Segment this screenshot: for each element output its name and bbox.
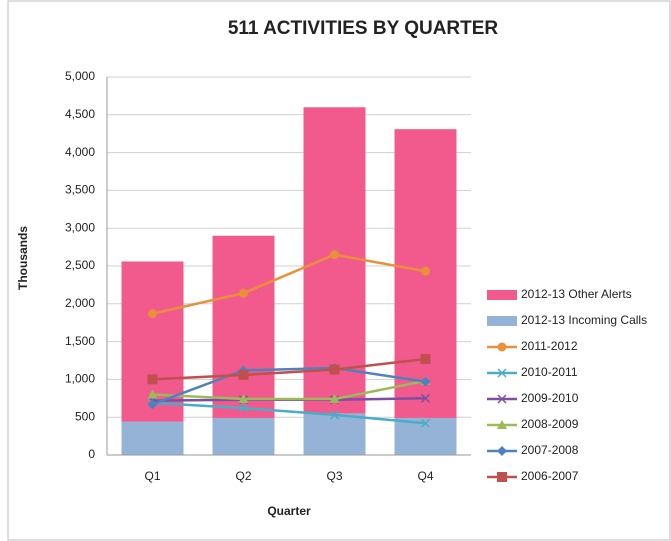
y-tick-label: 1,500 [65,334,95,348]
legend-label: 2008-2009 [521,417,579,431]
x-tick-label: Q3 [326,469,342,483]
marker [238,394,249,404]
y-tick-label: 1,000 [65,372,95,386]
line [152,401,426,425]
marker [420,376,431,387]
marker [497,394,507,404]
y-tick-label: 3,500 [65,183,95,197]
y-tick-label: 5,000 [65,69,95,83]
marker [497,368,507,378]
marker [420,353,431,364]
marker [421,266,430,276]
y-tick-label: 2,500 [65,258,95,272]
y-tick-label: 500 [75,409,95,423]
legend-label: 2012-13 Other Alerts [521,287,632,301]
marker [147,399,158,410]
y-tick-label: 4,500 [65,107,95,121]
marker [238,403,249,413]
marker [497,472,507,482]
y-tick-label: 0 [88,447,95,461]
marker [148,309,157,319]
marker [330,250,339,260]
line [152,357,426,381]
y-tick-label: 4,000 [65,145,95,159]
line [152,253,426,315]
marker [497,420,507,429]
bar [303,107,366,414]
legend-label: 2011-2012 [521,339,578,353]
legend-label: 2006-2007 [521,469,579,483]
x-tick-label: Q2 [235,469,251,483]
bar [212,417,275,455]
marker [329,410,340,420]
bar [121,421,184,455]
marker [420,418,431,428]
legend-label: 2012-13 Incoming Calls [521,313,647,327]
marker [329,364,340,375]
marker [329,394,340,404]
legend-label: 2007-2008 [521,443,579,457]
line [152,379,426,401]
legend-swatch [487,290,517,300]
marker [147,389,158,399]
marker [420,393,431,403]
marker [147,374,158,385]
chart-title: 511 ACTIVITIES BY QUARTER [228,18,499,39]
x-axis-label: Quarter [267,504,311,518]
marker [238,369,249,380]
y-tick-label: 3,000 [65,220,95,234]
legend-label: 2010-2011 [521,365,578,379]
legend-swatch [487,316,517,326]
marker [497,446,507,456]
x-tick-label: Q1 [144,469,160,483]
y-axis-label: Thousands [16,226,30,290]
bar [303,413,366,455]
line [152,366,426,406]
y-tick-label: 2,000 [65,296,95,310]
x-tick-label: Q4 [417,469,433,483]
bar [212,235,275,418]
legend-label: 2009-2010 [521,391,579,405]
marker [497,342,507,352]
marker [239,288,248,298]
